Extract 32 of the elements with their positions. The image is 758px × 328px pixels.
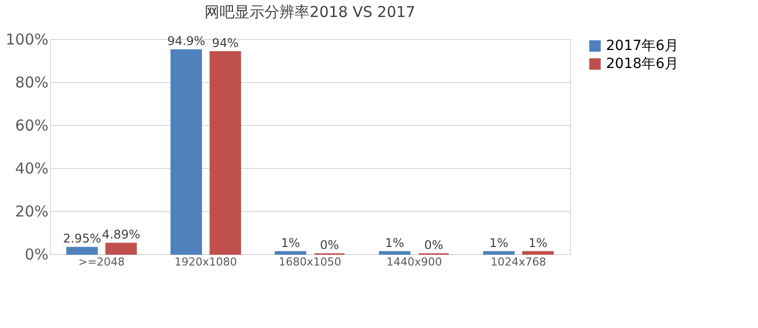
data-label: 4.89% [102, 227, 140, 242]
x-tick-label: >=2048 [78, 256, 125, 268]
y-tick-label: 60% [15, 116, 48, 134]
bar [378, 251, 410, 255]
x-tick-label: 1440x900 [386, 256, 442, 268]
data-label: 1% [385, 236, 404, 250]
x-tick-label: 1920x1080 [174, 256, 238, 268]
chart-title: 网吧显示分辨率2018 VS 2017 [204, 3, 416, 21]
bar [170, 49, 202, 255]
legend-label: 2017年6月 [606, 38, 679, 54]
y-tick-label: 0% [24, 246, 48, 264]
bar [105, 242, 137, 255]
data-label: 1% [489, 236, 508, 250]
data-label: 94.9% [167, 34, 206, 48]
y-tick-label: 100% [6, 30, 48, 48]
y-tick-label: 40% [15, 160, 48, 178]
data-label: 1% [528, 236, 548, 250]
y-tick-label: 80% [15, 74, 48, 92]
bar [210, 51, 242, 255]
data-label: 2.95% [62, 232, 102, 246]
bar [66, 246, 98, 255]
y-tick-label: 20% [15, 202, 48, 220]
legend-label: 2018年6月 [606, 56, 679, 72]
data-label: 94% [212, 36, 239, 50]
bar [483, 251, 515, 255]
data-label: 0% [424, 238, 444, 252]
x-tick-label: 1680x1050 [278, 256, 342, 268]
data-label: 0% [320, 238, 340, 252]
bar [274, 251, 306, 255]
bar [522, 251, 554, 255]
x-tick-label: 1024x768 [490, 256, 546, 268]
data-label: 1% [280, 236, 300, 250]
